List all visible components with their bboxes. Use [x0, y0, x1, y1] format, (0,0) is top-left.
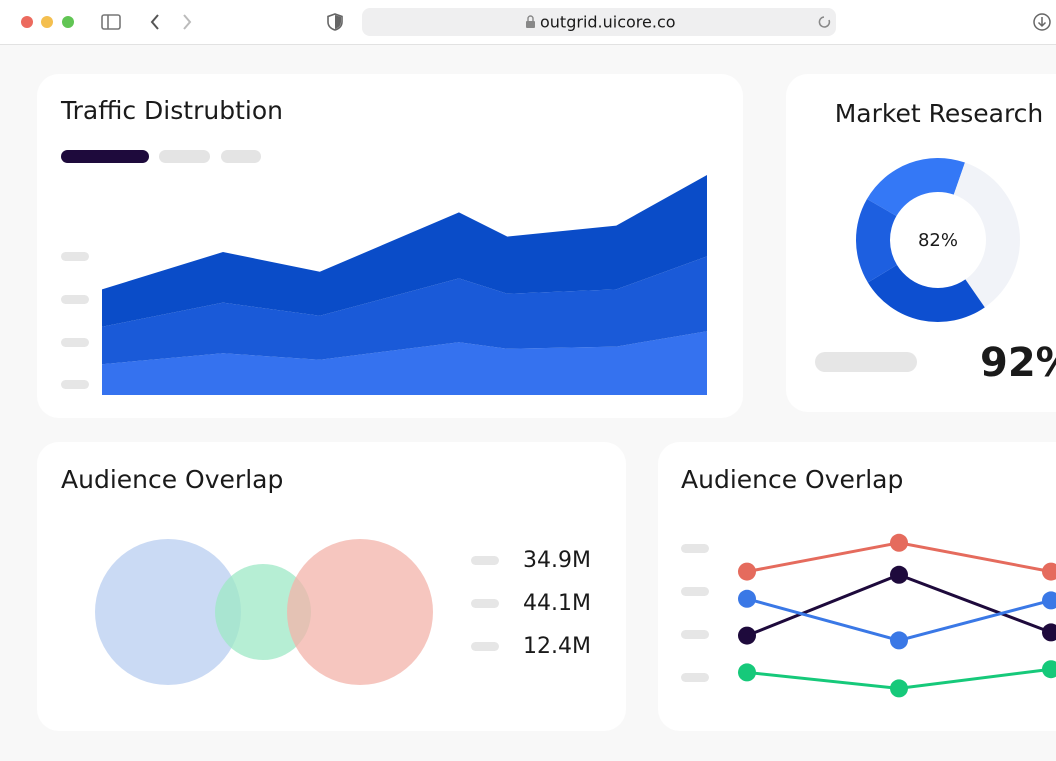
line-point	[1042, 660, 1056, 679]
line-point	[738, 626, 756, 645]
line-point	[1042, 562, 1056, 581]
venn-circle	[95, 539, 241, 685]
line-point	[738, 589, 756, 608]
venn-value-label: 34.9M	[523, 548, 591, 573]
shield-fill	[335, 15, 341, 29]
card-title: Audience Overlap	[681, 465, 903, 494]
venn-value-label: 44.1M	[523, 591, 591, 616]
card-title: Audience Overlap	[61, 465, 283, 494]
area-layer	[102, 256, 707, 365]
shield-icon[interactable]	[327, 13, 343, 31]
summary-value: 92%	[980, 340, 1056, 386]
zoom-button[interactable]	[62, 16, 74, 28]
card	[658, 442, 1056, 731]
legend-placeholders	[61, 150, 261, 163]
line-point	[890, 679, 908, 698]
lock-shackle	[527, 15, 534, 21]
line-point	[738, 562, 756, 581]
line-point	[1042, 591, 1056, 610]
venn-value-label: 12.4M	[523, 634, 591, 659]
line-point	[890, 631, 908, 650]
download-button[interactable]	[1033, 13, 1051, 31]
venn-circle	[287, 539, 433, 685]
donut-segment	[856, 199, 897, 283]
line-point	[1042, 623, 1056, 642]
venn-circle	[215, 564, 311, 660]
card	[786, 74, 1056, 412]
donut-segment	[867, 264, 985, 323]
reload-button[interactable]	[818, 16, 831, 28]
axis-placeholders	[61, 252, 917, 682]
line-point	[890, 533, 908, 552]
card-title: Market Research	[835, 99, 1044, 128]
line-point	[738, 663, 756, 682]
sidebar-button[interactable]	[101, 14, 121, 30]
url: outgrid.uicore.co	[540, 13, 676, 32]
close-button[interactable]	[21, 16, 33, 28]
donut-segment	[866, 158, 965, 216]
line-point	[890, 565, 908, 584]
back-button[interactable]	[150, 14, 159, 30]
address-bar[interactable]	[362, 8, 836, 36]
donut-center-label: 82%	[918, 230, 958, 251]
area-layer	[102, 331, 707, 395]
download-arrow	[1037, 17, 1047, 28]
card-title: Traffic Distrubtion	[60, 96, 283, 125]
area-layer	[102, 175, 707, 327]
lock-icon	[526, 21, 535, 28]
minimize-button[interactable]	[41, 16, 53, 28]
donut-segment	[953, 162, 1020, 308]
forward-button[interactable]	[183, 14, 192, 30]
